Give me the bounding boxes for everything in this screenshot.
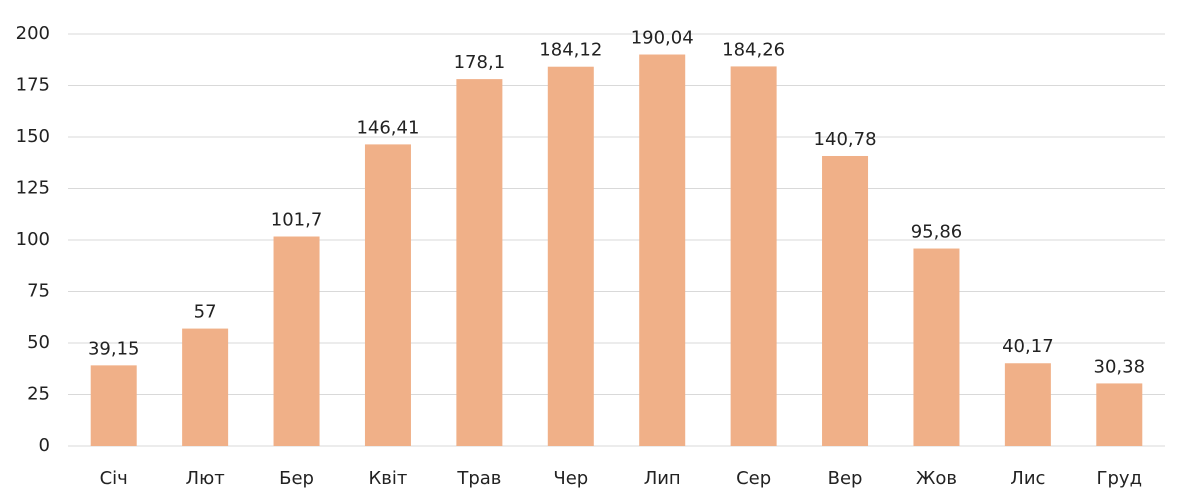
- y-tick-label: 0: [39, 435, 50, 456]
- x-tick-label: Чер: [553, 468, 588, 489]
- bar: [822, 155, 869, 446]
- bar: [1096, 383, 1143, 446]
- data-label: 190,04: [631, 28, 694, 49]
- y-tick-label: 25: [27, 384, 50, 405]
- y-tick-label: 125: [16, 178, 50, 199]
- data-label: 95,86: [911, 222, 963, 243]
- y-tick-label: 175: [16, 75, 50, 96]
- bar: [547, 66, 594, 446]
- data-label: 40,17: [1002, 336, 1054, 357]
- bar: [364, 144, 411, 447]
- data-label: 57: [194, 302, 217, 323]
- x-tick-label: Січ: [100, 468, 128, 489]
- data-label: 184,12: [539, 40, 602, 61]
- bar: [639, 54, 686, 446]
- x-tick-label: Квіт: [369, 468, 408, 489]
- data-label: 39,15: [88, 338, 140, 359]
- x-tick-label: Вер: [828, 468, 863, 489]
- y-tick-label: 75: [27, 281, 50, 302]
- data-label: 30,38: [1094, 356, 1146, 377]
- data-label: 146,41: [356, 117, 419, 138]
- data-label: 184,26: [722, 39, 785, 60]
- y-tick-label: 150: [16, 126, 50, 147]
- x-tick-label: Жов: [916, 468, 957, 489]
- y-tick-label: 100: [16, 229, 50, 250]
- x-tick-label: Лип: [644, 468, 681, 489]
- x-tick-label: Лют: [186, 468, 225, 489]
- x-tick-label: Трав: [456, 468, 501, 489]
- bar: [913, 248, 960, 446]
- data-label: 140,78: [814, 129, 877, 150]
- y-tick-label: 50: [27, 332, 50, 353]
- bar: [456, 79, 503, 446]
- y-tick-label: 200: [16, 23, 50, 44]
- x-tick-label: Бер: [279, 468, 314, 489]
- x-tick-label: Сер: [736, 468, 771, 489]
- bar: [90, 365, 137, 446]
- data-label: 101,7: [271, 209, 323, 230]
- bar: [182, 328, 229, 446]
- bar: [273, 236, 320, 446]
- data-label: 178,1: [454, 52, 506, 73]
- x-tick-label: Лис: [1010, 468, 1045, 489]
- x-tick-label: Груд: [1097, 468, 1143, 489]
- bar: [730, 66, 777, 446]
- bar: [1004, 363, 1051, 446]
